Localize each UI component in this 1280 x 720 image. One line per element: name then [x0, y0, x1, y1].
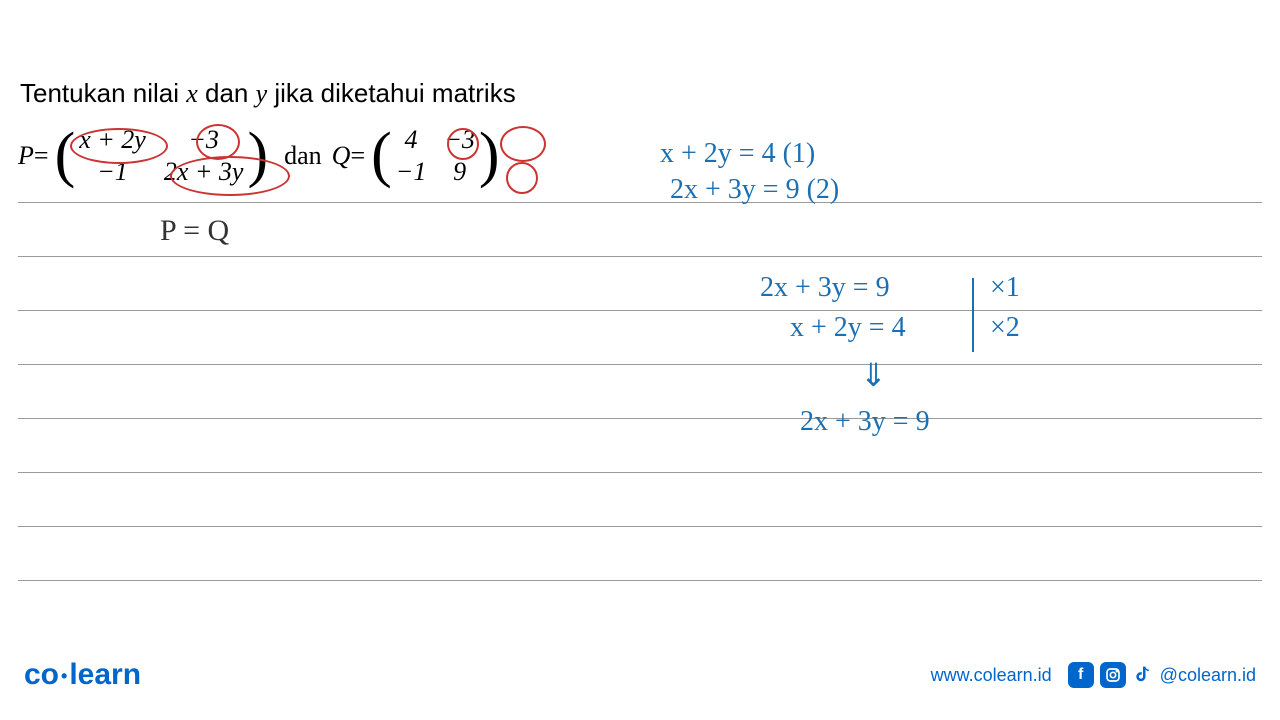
facebook-icon: f	[1068, 662, 1094, 688]
instagram-icon	[1100, 662, 1126, 688]
equals-sign: =	[34, 141, 49, 171]
paren-right: )	[247, 134, 268, 177]
connector-dan: dan	[284, 141, 322, 171]
red-circle-annotation	[500, 126, 546, 162]
matrix-cell: 2x + 3y	[164, 157, 244, 187]
handwritten-elim1-mult: ×1	[990, 272, 1020, 304]
matrix-cell: −3	[444, 125, 475, 155]
matrix-p: ( x + 2y −3 −1 2x + 3y )	[55, 125, 269, 187]
variable-x: x	[186, 79, 198, 108]
ruled-line	[18, 472, 1262, 473]
matrix-p-label: P	[18, 141, 34, 171]
ruled-line	[18, 202, 1262, 203]
logo-learn: learn	[69, 658, 141, 691]
matrix-definitions: P = ( x + 2y −3 −1 2x + 3y ) dan Q = ( 4…	[18, 125, 506, 187]
ruled-line	[18, 310, 1262, 311]
matrix-q: ( 4 −3 −1 9 )	[371, 125, 499, 187]
elimination-bar	[972, 278, 974, 352]
variable-y: y	[256, 79, 268, 108]
ruled-line	[18, 526, 1262, 527]
matrix-cell: −1	[396, 157, 427, 187]
matrix-cell: 9	[444, 157, 475, 187]
red-circle-annotation	[506, 162, 538, 194]
social-handle: @colearn.id	[1160, 665, 1256, 686]
tiktok-icon	[1132, 664, 1154, 686]
text-segment: jika diketahui matriks	[267, 78, 516, 108]
ruled-line	[18, 418, 1262, 419]
handwritten-eq1: x + 2y = 4 (1)	[660, 138, 815, 170]
handwritten-eq2: 2x + 3y = 9 (2)	[670, 174, 839, 206]
handwritten-elim2: x + 2y = 4	[790, 312, 906, 344]
down-arrow-icon: ⇓	[860, 356, 887, 394]
logo-dot: •	[61, 666, 67, 686]
paren-left: (	[371, 134, 392, 177]
ruled-line	[18, 364, 1262, 365]
handwritten-elim1: 2x + 3y = 9	[760, 272, 890, 304]
logo-co: co	[24, 658, 59, 691]
matrix-cell: x + 2y	[79, 125, 146, 155]
matrix-q-label: Q	[332, 141, 351, 171]
footer-right: www.colearn.id f @colearn.id	[931, 662, 1256, 688]
handwritten-result: 2x + 3y = 9	[800, 406, 930, 438]
ruled-line	[18, 256, 1262, 257]
text-segment: dan	[198, 78, 256, 108]
paren-left: (	[55, 134, 76, 177]
matrix-cell: 4	[396, 125, 427, 155]
matrix-cell: −3	[164, 125, 244, 155]
problem-statement: Tentukan nilai x dan y jika diketahui ma…	[20, 78, 516, 109]
matrix-cell: −1	[79, 157, 146, 187]
website-url: www.colearn.id	[931, 665, 1052, 686]
equals-sign: =	[350, 141, 365, 171]
paren-right: )	[479, 134, 500, 177]
text-segment: Tentukan nilai	[20, 78, 186, 108]
colearn-logo: co•learn	[24, 658, 141, 692]
ruled-line	[18, 580, 1262, 581]
handwritten-elim2-mult: ×2	[990, 312, 1020, 344]
handwritten-pq: P = Q	[160, 214, 229, 248]
footer: co•learn www.colearn.id f @colearn.id	[0, 658, 1280, 692]
social-icons: f @colearn.id	[1068, 662, 1256, 688]
